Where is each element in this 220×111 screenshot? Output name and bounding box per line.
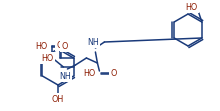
Text: HO: HO	[186, 3, 198, 12]
Text: OH: OH	[52, 94, 64, 103]
Text: HO: HO	[41, 54, 54, 62]
Text: O: O	[61, 42, 68, 51]
Text: HO: HO	[83, 68, 95, 77]
Text: O: O	[110, 68, 117, 77]
Text: NH: NH	[60, 72, 71, 81]
Text: NH: NH	[88, 38, 99, 47]
Text: O: O	[56, 41, 63, 50]
Text: HO: HO	[35, 42, 48, 51]
